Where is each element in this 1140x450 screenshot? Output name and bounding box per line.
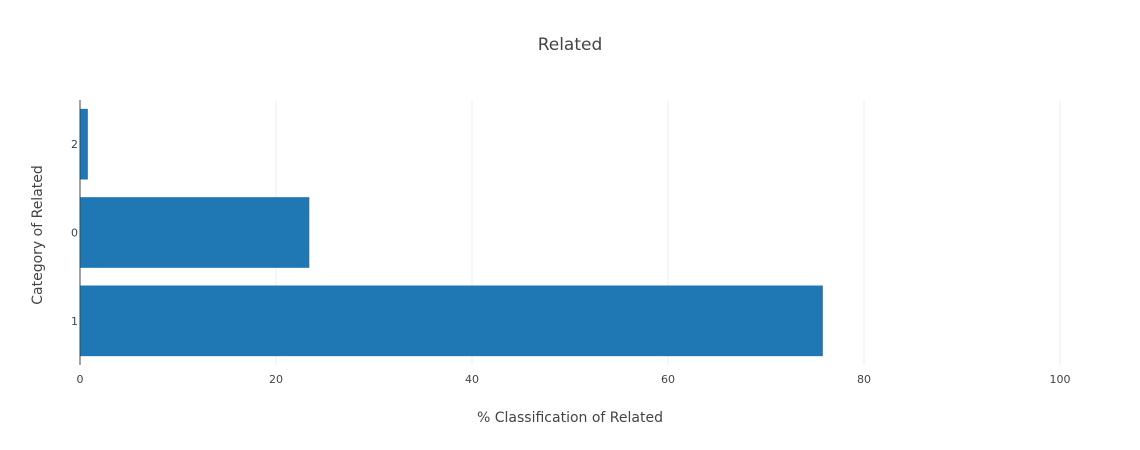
x-tick-label: 0 bbox=[77, 373, 84, 386]
bar-category-2[interactable] bbox=[80, 108, 88, 180]
bar-category-0[interactable] bbox=[80, 197, 310, 268]
x-tick-label: 80 bbox=[857, 373, 871, 386]
y-tick-label: 2 bbox=[71, 138, 78, 151]
x-tick-label: 100 bbox=[1050, 373, 1071, 386]
y-axis-title: Category of Related bbox=[30, 165, 46, 305]
x-axis-ticks: 0 20 40 60 80 100 bbox=[77, 373, 1071, 386]
x-tick-label: 40 bbox=[465, 373, 479, 386]
bar-category-1[interactable] bbox=[80, 285, 823, 357]
x-tick-label: 60 bbox=[661, 373, 675, 386]
x-axis-title: % Classification of Related bbox=[477, 410, 663, 426]
chart-title: Related bbox=[538, 35, 603, 55]
bars bbox=[80, 108, 823, 357]
y-tick-label: 1 bbox=[71, 315, 78, 328]
y-tick-label: 0 bbox=[71, 227, 78, 240]
x-tick-label: 20 bbox=[269, 373, 283, 386]
y-axis-ticks: 1 0 2 bbox=[71, 138, 78, 328]
